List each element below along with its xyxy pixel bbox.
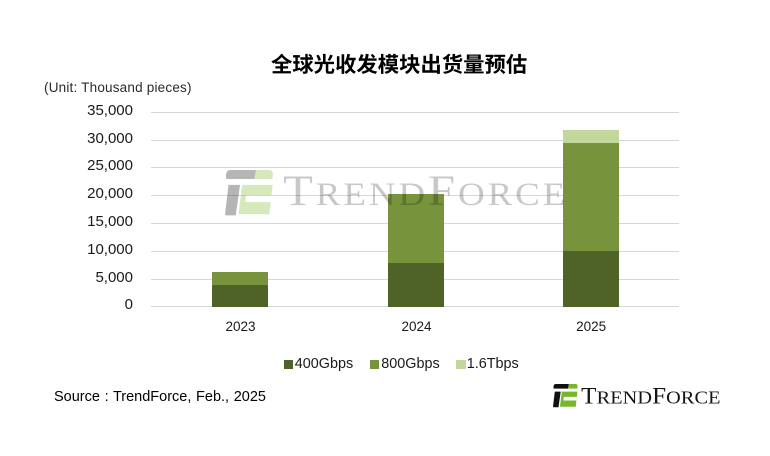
- svg-text:TRENDFORCE: TRENDFORCE: [283, 170, 568, 214]
- svg-text:TRENDFORCE: TRENDFORCE: [581, 384, 720, 409]
